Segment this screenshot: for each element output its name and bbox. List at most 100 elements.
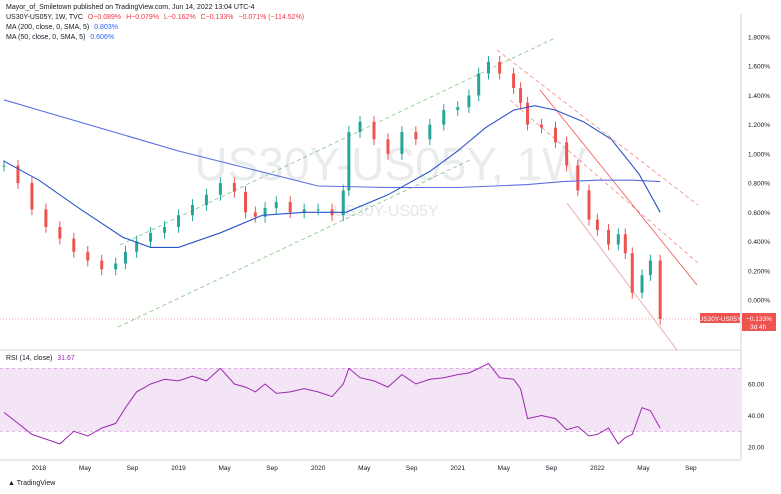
price-bar: [553, 121, 557, 149]
price-bar-body: [595, 219, 599, 230]
price-bar: [607, 224, 611, 251]
price-bar-body: [58, 226, 62, 239]
ma50-line: [3, 105, 661, 248]
price-bar: [135, 235, 139, 258]
price-bar: [386, 133, 390, 160]
price-bar: [400, 126, 404, 160]
tradingview-logo[interactable]: ▲ TradingView: [8, 480, 55, 487]
price-bar-body: [553, 127, 557, 143]
price-bar: [123, 245, 127, 270]
down-channel-2-upper: [539, 89, 698, 286]
price-bar: [640, 269, 644, 299]
price-bar-body: [30, 183, 34, 210]
ma200-label: MA (200, close, 0, SMA, 5): [6, 24, 90, 31]
price-bar: [442, 104, 446, 131]
price-bar-body: [263, 207, 267, 217]
price-bar: [347, 126, 351, 197]
rsi-axis-tick: 60.00: [748, 382, 765, 389]
ma200-legend[interactable]: MA (200, close, 0, SMA, 5) 0.803%: [6, 23, 121, 32]
price-bar-body: [648, 260, 652, 276]
price-bar-body: [86, 251, 90, 261]
time-axis-tick: May: [637, 465, 650, 472]
price-bar-body: [658, 260, 662, 319]
axes: 1.800% 1.600% 1.400% 1.200% 1.000% 0.800% 0.60…: [32, 35, 771, 473]
price-bar-body: [244, 191, 248, 213]
price-bar-body: [607, 229, 611, 245]
time-axis-tick: 2019: [171, 465, 186, 472]
price-bar-body: [177, 215, 181, 227]
time-axis-tick: 2020: [311, 465, 326, 472]
price-bar: [100, 254, 104, 276]
price-tag-value-box: [742, 312, 776, 331]
price-axis-tick: 1.800%: [748, 35, 770, 42]
price-bar-body: [372, 121, 376, 140]
price-bar-body: [400, 131, 404, 154]
price-bar-body: [616, 234, 620, 245]
price-bar: [44, 203, 48, 233]
price-bar-body: [467, 95, 471, 108]
price-bar-body: [204, 194, 208, 206]
price-bar: [576, 159, 580, 197]
price-bar-body: [114, 263, 118, 270]
price-bar: [253, 206, 257, 223]
price-bar: [526, 96, 530, 131]
ma50-label: MA (50, close, 0, SMA, 5): [6, 34, 86, 41]
ma50-legend[interactable]: MA (50, close, 0, SMA, 5) 0.606%: [6, 33, 117, 42]
publisher-line: Mayor_of_Smiletown published on TradingV…: [6, 3, 258, 12]
tradingview-logo-icon: ▲: [8, 480, 15, 487]
price-bar: [177, 209, 181, 233]
price-bar: [595, 213, 599, 236]
price-bar: [587, 184, 591, 226]
rsi-axis-tick: 40.00: [748, 413, 765, 420]
price-bar: [190, 199, 194, 222]
down-channel-2-lower: [566, 202, 678, 351]
price-bar: [616, 228, 620, 251]
price-tag: US30Y-US05Y −0.133% 3d 4h: [699, 312, 776, 331]
rsi-axis-tick: 20.00: [748, 445, 765, 452]
watermark-symbol: US30Y-US05Y, 1W: [194, 138, 586, 190]
price-bar-body: [414, 131, 418, 140]
change-value: −0.071% (−114.52%): [238, 14, 305, 21]
price-axis-tick: 0.400%: [748, 239, 770, 246]
price-bar-body: [630, 253, 634, 293]
time-axis-tick: 2018: [32, 465, 47, 472]
price-bar-body: [519, 88, 523, 103]
price-tag-symbol: US30Y-US05Y: [699, 316, 742, 323]
price-bar: [648, 254, 652, 282]
price-axis-tick: 1.600%: [748, 64, 770, 71]
price-bar-body: [640, 275, 644, 293]
ma50-value: 0.606%: [90, 34, 115, 41]
price-axis-tick: 0.800%: [748, 181, 770, 188]
price-bar-body: [302, 209, 306, 213]
rsi-legend[interactable]: RSI (14, close) 31.67: [6, 354, 78, 363]
price-axis-tick: 1.000%: [748, 151, 770, 158]
price-bar: [456, 101, 460, 116]
price-bar-body: [341, 190, 345, 216]
price-axis-tick: 0.200%: [748, 268, 770, 275]
price-bar-body: [253, 212, 257, 217]
price-bar-body: [428, 124, 432, 140]
price-bar: [372, 115, 376, 146]
price-bar: [414, 126, 418, 146]
time-axis-tick: May: [358, 465, 371, 472]
price-tag-countdown: 3d 4h: [750, 324, 767, 331]
price-bar: [263, 202, 267, 223]
price-bar: [630, 247, 634, 299]
price-bar: [486, 55, 490, 80]
price-bar-body: [386, 139, 390, 154]
price-bar: [244, 186, 248, 219]
time-axis-tick: Sep: [685, 465, 697, 472]
price-bar: [623, 228, 627, 260]
price-bar-body: [347, 131, 351, 191]
price-bar-body: [149, 232, 153, 242]
price-bar: [358, 115, 362, 138]
symbol-name[interactable]: US30Y-US05Y, 1W, TVC: [6, 14, 83, 21]
price-pane: [2, 55, 662, 325]
price-bar-body: [576, 165, 580, 191]
price-bar-body: [526, 102, 530, 125]
ma200-value: 0.803%: [94, 24, 118, 31]
time-axis-tick: May: [498, 465, 511, 472]
price-tag-symbol-box: [700, 312, 740, 323]
price-bar-body: [358, 121, 362, 132]
